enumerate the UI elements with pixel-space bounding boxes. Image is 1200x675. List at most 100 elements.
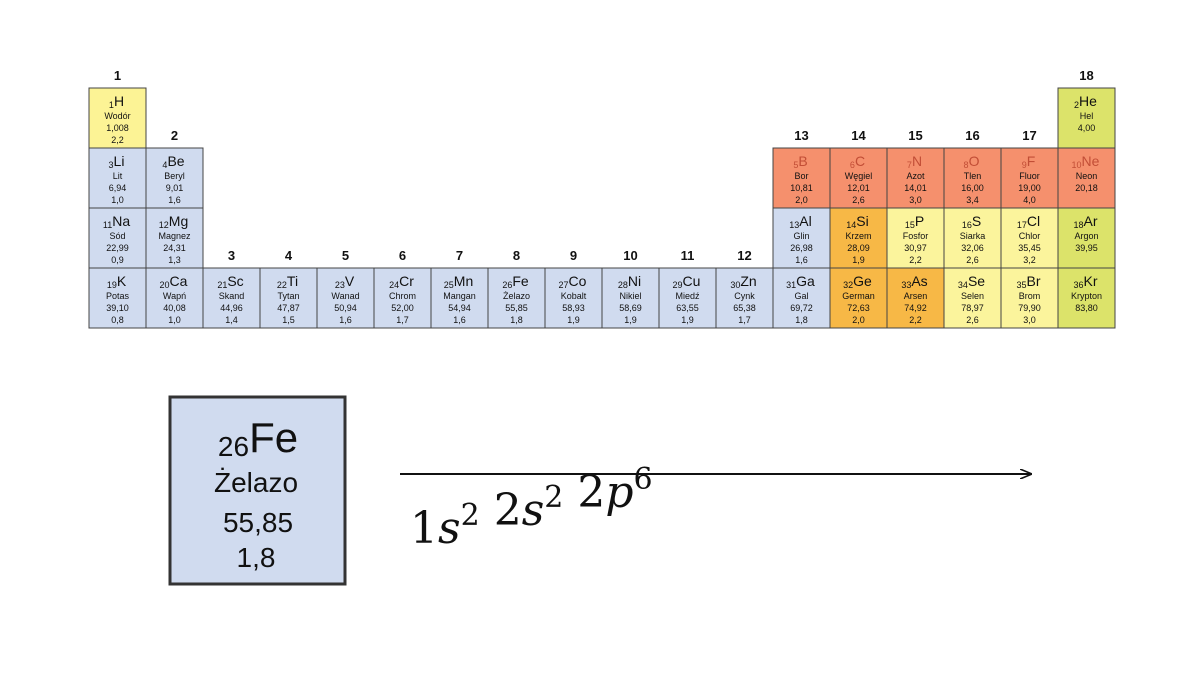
element-name: Wodór — [104, 111, 130, 121]
electronegativity: 2,6 — [966, 315, 979, 325]
element-header: 7N — [907, 153, 922, 170]
element-symbol: Sc — [227, 273, 243, 289]
element-symbol: C — [855, 153, 865, 169]
atomic-number: 32 — [843, 280, 853, 290]
cell-box — [88, 267, 147, 329]
element-name: Krzem — [845, 231, 871, 241]
element-symbol: Ca — [170, 273, 188, 289]
electronegativity: 2,0 — [795, 195, 808, 205]
group-label: 3 — [228, 248, 235, 263]
electronegativity: 0,8 — [111, 315, 124, 325]
element-symbol: Ne — [1082, 153, 1100, 169]
atomic-number: 29 — [673, 280, 683, 290]
element-name: Neon — [1076, 171, 1098, 181]
atomic-mass: 20,18 — [1075, 183, 1098, 193]
atomic-mass: 69,72 — [790, 303, 813, 313]
element-header: 31Ga — [786, 273, 815, 290]
element-symbol: Ar — [1084, 213, 1098, 229]
element-symbol: Zn — [740, 273, 756, 289]
detail-atomic-number: 26 — [218, 431, 249, 462]
atomic-number: 36 — [1073, 280, 1083, 290]
group-label: 5 — [342, 248, 349, 263]
electronegativity: 1,9 — [852, 255, 865, 265]
group-label: 6 — [399, 248, 406, 263]
detail-symbol: Fe — [249, 414, 298, 461]
element-header: 18Ar — [1073, 213, 1097, 230]
detail-header: 26Fe — [218, 414, 298, 462]
element-header: 8O — [964, 153, 980, 170]
element-header: 35Br — [1016, 273, 1040, 290]
element-header: 12Mg — [159, 213, 188, 230]
element-symbol: H — [114, 93, 124, 109]
electronegativity: 1,9 — [567, 315, 580, 325]
atomic-mass: 35,45 — [1018, 243, 1041, 253]
cell-box — [829, 267, 888, 329]
detail-name: Żelazo — [214, 467, 298, 498]
atomic-number: 7 — [907, 160, 912, 170]
atomic-mass: 32,06 — [961, 243, 984, 253]
atomic-mass: 1,008 — [106, 123, 129, 133]
cell-box — [829, 207, 888, 269]
cell-box — [1057, 267, 1116, 329]
cell-box — [829, 147, 888, 209]
atomic-number: 12 — [159, 220, 169, 230]
element-header: 5B — [793, 153, 807, 170]
element-name: Kobalt — [561, 291, 587, 301]
electronegativity: 1,3 — [168, 255, 181, 265]
atomic-mass: 6,94 — [109, 183, 127, 193]
element-header: 30Zn — [730, 273, 756, 290]
atomic-number: 4 — [162, 160, 167, 170]
element-header: 23V — [335, 273, 355, 290]
group-label: 10 — [623, 248, 637, 263]
cell-box — [1057, 207, 1116, 269]
electronegativity: 1,8 — [795, 315, 808, 325]
atomic-mass: 47,87 — [277, 303, 300, 313]
element-symbol: V — [345, 273, 355, 289]
element-name: Wapń — [163, 291, 186, 301]
element-header: 36Kr — [1073, 273, 1097, 290]
electronegativity: 1,7 — [738, 315, 751, 325]
element-name: Miedź — [675, 291, 700, 301]
atomic-mass: 55,85 — [505, 303, 528, 313]
element-symbol: B — [798, 153, 807, 169]
cell-box — [772, 207, 831, 269]
element-name: Węgiel — [845, 171, 873, 181]
atomic-number: 31 — [786, 280, 796, 290]
atomic-number: 6 — [850, 160, 855, 170]
atomic-mass: 78,97 — [961, 303, 984, 313]
atomic-number: 18 — [1073, 220, 1083, 230]
atomic-number: 13 — [789, 220, 799, 230]
element-header: 29Cu — [673, 273, 701, 290]
group-label: 12 — [737, 248, 751, 263]
element-symbol: O — [969, 153, 980, 169]
element-header: 2He — [1074, 93, 1097, 110]
cell-box — [1000, 267, 1059, 329]
element-name: Chrom — [389, 291, 416, 301]
element-name: Arsen — [904, 291, 928, 301]
atomic-mass: 52,00 — [391, 303, 414, 313]
detail-box — [168, 395, 347, 586]
element-header: 15P — [905, 213, 924, 230]
atomic-mass: 24,31 — [163, 243, 186, 253]
atomic-mass: 14,01 — [904, 183, 927, 193]
atomic-number: 26 — [502, 280, 512, 290]
group-label: 8 — [513, 248, 520, 263]
element-header: 1H — [109, 93, 124, 110]
electronegativity: 2,2 — [909, 315, 922, 325]
element-name: Bor — [794, 171, 808, 181]
element-name: Wanad — [331, 291, 359, 301]
